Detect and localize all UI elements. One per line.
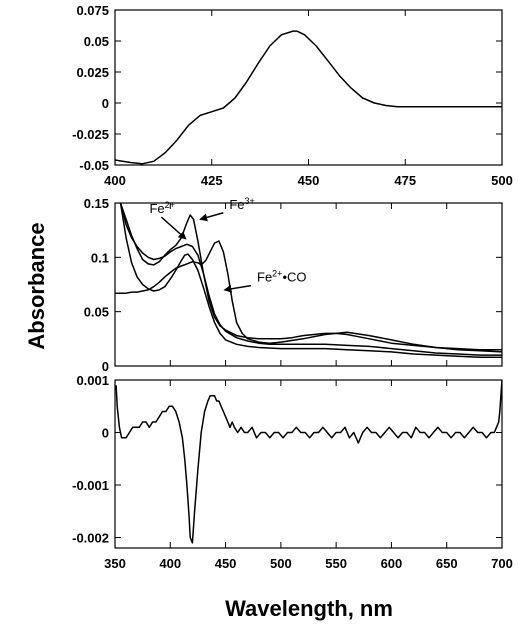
y-tick-label: 0.05 — [84, 305, 109, 320]
x-tick-label: 450 — [215, 556, 237, 571]
annotation-arrow — [160, 216, 187, 240]
y-tick-label: 0.1 — [91, 250, 109, 265]
y-tick-label: 0.05 — [84, 34, 109, 49]
y-tick-label: 0 — [102, 426, 109, 441]
plot-frame — [114, 379, 503, 549]
x-tick-label: 500 — [491, 173, 513, 188]
annotation-arrow — [223, 284, 252, 293]
panel-top: -0.05 -0.025 0 0.025 0.05 0.075 400 425 450 475 50… — [72, 3, 513, 188]
x-tick-label: 400 — [104, 173, 126, 188]
x-tick-label: 500 — [270, 556, 292, 571]
annotation-label: Fe2+ — [149, 200, 174, 216]
x-tick-label: 350 — [104, 556, 126, 571]
x-tick-label: 450 — [298, 173, 320, 188]
x-tick-label: 650 — [436, 556, 458, 571]
y-tick-label: 0.025 — [76, 65, 109, 80]
y-axis-label: Absorbance — [24, 222, 49, 349]
series-line-1 — [119, 203, 502, 351]
x-tick-label: 700 — [491, 556, 513, 571]
series-line-1 — [115, 30, 502, 165]
x-axis-label: Wavelength, nm — [225, 596, 393, 621]
annotation-label: Fe2+•CO — [257, 269, 307, 285]
y-tick-label: 0 — [102, 359, 109, 374]
x-tick-label: 600 — [381, 556, 403, 571]
y-tick-label: -0.025 — [72, 127, 109, 142]
y-tick-label: 0.001 — [76, 373, 109, 388]
series-line-3 — [115, 240, 502, 353]
annotation-label: Fe3+ — [229, 196, 254, 212]
panel-middle: 0 0.05 0.1 0.15 Fe2+ Fe3+ Fe2+•CO — [84, 196, 503, 374]
x-tick-label: 550 — [325, 556, 347, 571]
y-tick-label: -0.002 — [72, 531, 109, 546]
y-tick-label: 0.075 — [76, 3, 109, 18]
series-line-2 — [119, 203, 502, 356]
y-tick-label: 0 — [102, 96, 109, 111]
series-line-1 — [115, 380, 502, 544]
x-tick-label: 400 — [159, 556, 181, 571]
plot-frame — [114, 202, 503, 367]
y-tick-label: -0.05 — [79, 158, 109, 173]
x-tick-label: 475 — [394, 173, 416, 188]
y-tick-label: 0.15 — [84, 196, 109, 211]
plot-frame — [114, 9, 503, 166]
y-tick-label: -0.001 — [72, 478, 109, 493]
annotation-arrow — [199, 212, 224, 222]
series-line-4 — [119, 203, 502, 359]
x-tick-label: 425 — [201, 173, 223, 188]
panel-bottom: -0.002 -0.001 0 0.001 350 400 450 500 550 600 650 7… — [72, 373, 513, 571]
